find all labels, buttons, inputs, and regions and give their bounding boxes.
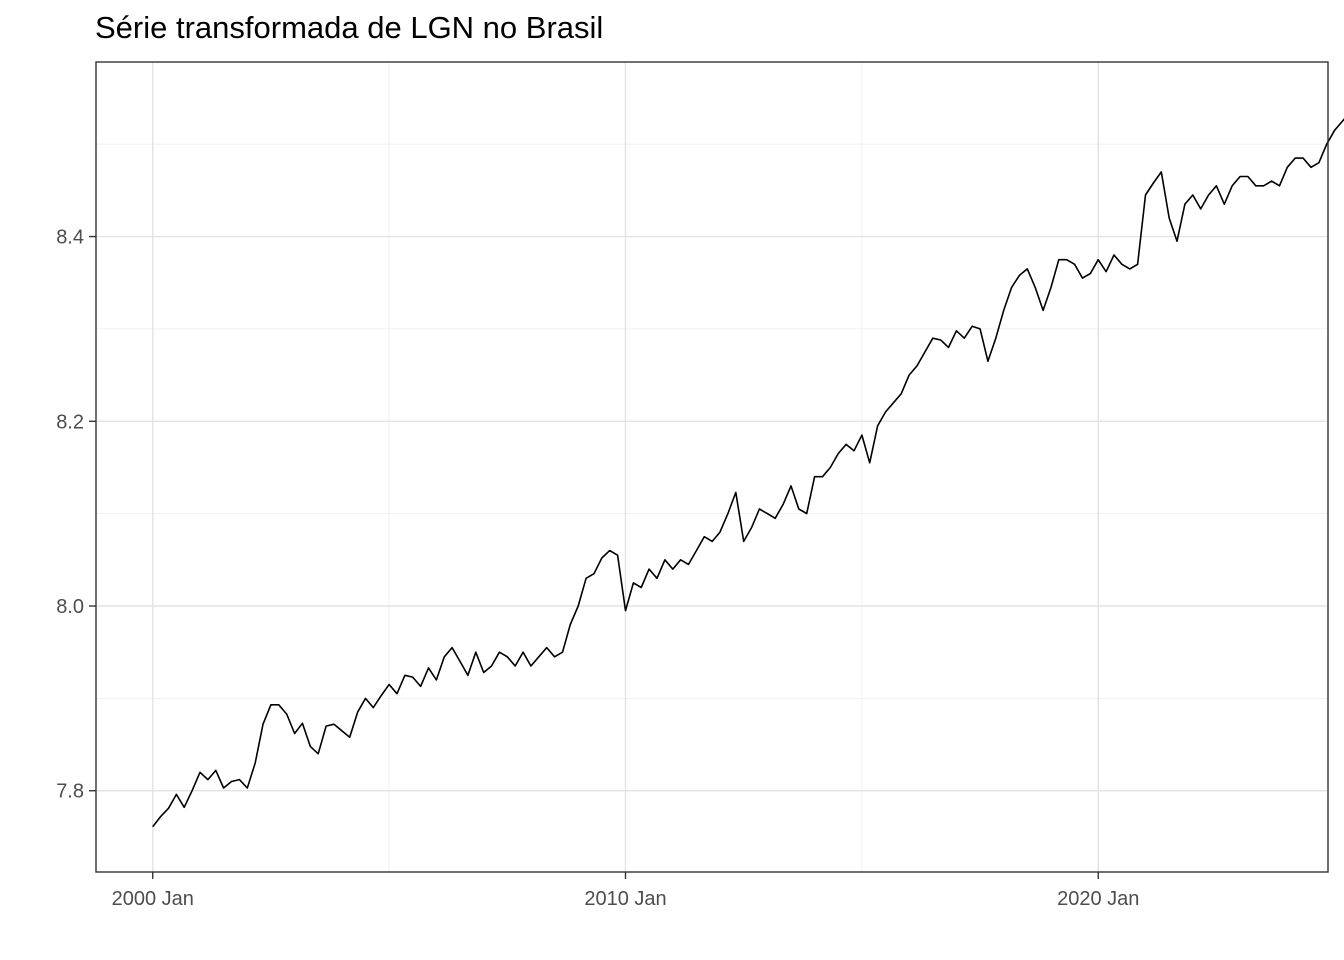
minor-gridlines [96,62,1328,872]
series-layer [152,118,1344,828]
series-line [152,118,1344,828]
plot-panel-border [95,61,1329,873]
x-tick-label: 2000 Jan [112,888,194,910]
y-tick-label: 8.4 [56,227,84,249]
y-tick-label: 8.0 [56,596,84,618]
x-tick-label: 2010 Jan [584,888,666,910]
axis-labels: 2000 Jan 2010 Jan 2020 Jan 7.8 8.0 8.2 8.4 [56,227,1139,910]
chart-title: Série transformada de LGN no Brasil [95,10,604,45]
y-tick-label: 8.2 [56,411,84,433]
y-tick-label: 7.8 [56,781,84,803]
major-gridlines [96,62,1328,872]
plot-panel-background [96,62,1328,872]
x-tick-label: 2020 Jan [1057,888,1139,910]
axis-ticks [89,235,1099,879]
